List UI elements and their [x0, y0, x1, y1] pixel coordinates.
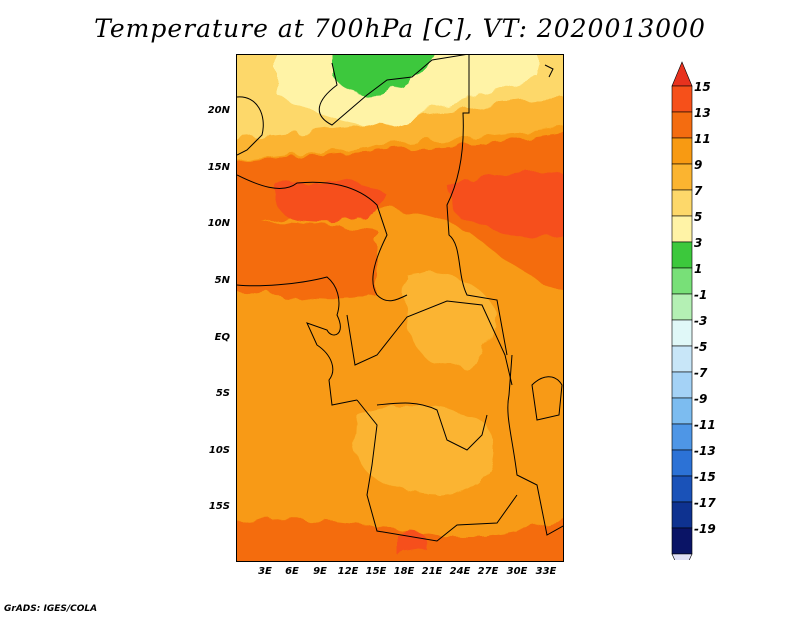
- temperature-map: [236, 54, 564, 562]
- x-tick-label: 33E: [535, 566, 557, 577]
- y-tick-label: 10S: [208, 445, 230, 456]
- temp-southeast-spot: [397, 530, 428, 555]
- temp-warm-core-east: [447, 170, 563, 239]
- chart-title: Temperature at 700hPa [C], VT: 202001300…: [94, 14, 706, 43]
- colorbar-label: -5: [694, 340, 708, 354]
- colorbar-segment: [671, 267, 693, 295]
- colorbar: [671, 61, 693, 560]
- x-tick-label: 30E: [506, 566, 528, 577]
- colorbar-label: 7: [694, 184, 703, 198]
- y-tick-label: 5S: [215, 388, 230, 399]
- colorbar-label: 1: [694, 262, 703, 276]
- x-tick-label: 3E: [258, 566, 272, 577]
- lake-victoria: [531, 376, 563, 421]
- temp-warm-core-west: [275, 179, 387, 222]
- y-tick-label: 15S: [208, 501, 230, 512]
- border-drc-south: [376, 402, 488, 451]
- border-car: [346, 300, 513, 386]
- colorbar-label: -3: [694, 314, 708, 328]
- colorbar-segment: [671, 241, 693, 269]
- colorbar-label: -19: [694, 522, 716, 536]
- x-tick-label: 15E: [365, 566, 387, 577]
- colorbar-bottom-triangle: [671, 553, 693, 560]
- colorbar-segment: [671, 423, 693, 451]
- colorbar-segment: [671, 449, 693, 477]
- colorbar-label: -17: [694, 496, 716, 510]
- credit-text: GrADS: IGES/COLA: [4, 604, 98, 614]
- border-sahel: [237, 174, 408, 302]
- temperature-field: [237, 55, 563, 561]
- colorbar-top-triangle: [671, 61, 693, 87]
- x-tick-label: 18E: [393, 566, 415, 577]
- x-tick-label: 6E: [285, 566, 299, 577]
- y-tick-label: EQ: [214, 332, 230, 343]
- y-tick-label: 10N: [207, 218, 230, 229]
- x-tick-label: 12E: [337, 566, 359, 577]
- colorbar-label: -7: [694, 366, 708, 380]
- colorbar-segment: [671, 527, 693, 555]
- border-angola: [356, 399, 518, 542]
- border-west: [237, 96, 264, 156]
- y-tick-label: 20N: [207, 105, 230, 116]
- colorbar-segment: [671, 85, 693, 113]
- border-sudan: [446, 55, 508, 356]
- colorbar-label: 5: [694, 210, 703, 224]
- colorbar-label: -13: [694, 444, 716, 458]
- colorbar-label: 3: [694, 236, 703, 250]
- x-tick-label: 24E: [449, 566, 471, 577]
- colorbar-segment: [671, 293, 693, 321]
- colorbar-segment: [671, 397, 693, 425]
- colorbar-label: 9: [694, 158, 703, 172]
- border-north: [319, 55, 466, 126]
- y-tick-label: 5N: [214, 275, 230, 286]
- colorbar-label: 11: [694, 132, 711, 146]
- temp-west-band: [237, 220, 377, 300]
- colorbar-segment: [671, 345, 693, 373]
- colorbar-segment: [671, 137, 693, 165]
- temp-north-belt: [237, 132, 563, 291]
- temp-cold-patch: [332, 55, 433, 97]
- colorbar-segment: [671, 189, 693, 217]
- colorbar-segment: [671, 111, 693, 139]
- colorbar-label: -11: [694, 418, 716, 432]
- colorbar-segment: [671, 163, 693, 191]
- colorbar-segment: [671, 215, 693, 243]
- colorbar-segment: [671, 501, 693, 529]
- colorbar-label: 15: [694, 80, 711, 94]
- y-tick-label: 15N: [207, 162, 230, 173]
- colorbar-label: -15: [694, 470, 716, 484]
- x-tick-label: 9E: [313, 566, 327, 577]
- colorbar-segment: [671, 475, 693, 503]
- border-red-sea: [544, 64, 554, 78]
- colorbar-label: 13: [694, 106, 711, 120]
- x-tick-label: 27E: [477, 566, 499, 577]
- colorbar-label: -9: [694, 392, 708, 406]
- border-east: [507, 354, 563, 536]
- colorbar-segment: [671, 371, 693, 399]
- border-coast-gulf: [237, 276, 358, 406]
- colorbar-segment: [671, 319, 693, 347]
- temp-interior-light: [355, 406, 493, 495]
- colorbar-label: -1: [694, 288, 708, 302]
- x-tick-label: 21E: [421, 566, 443, 577]
- country-borders: [237, 55, 563, 542]
